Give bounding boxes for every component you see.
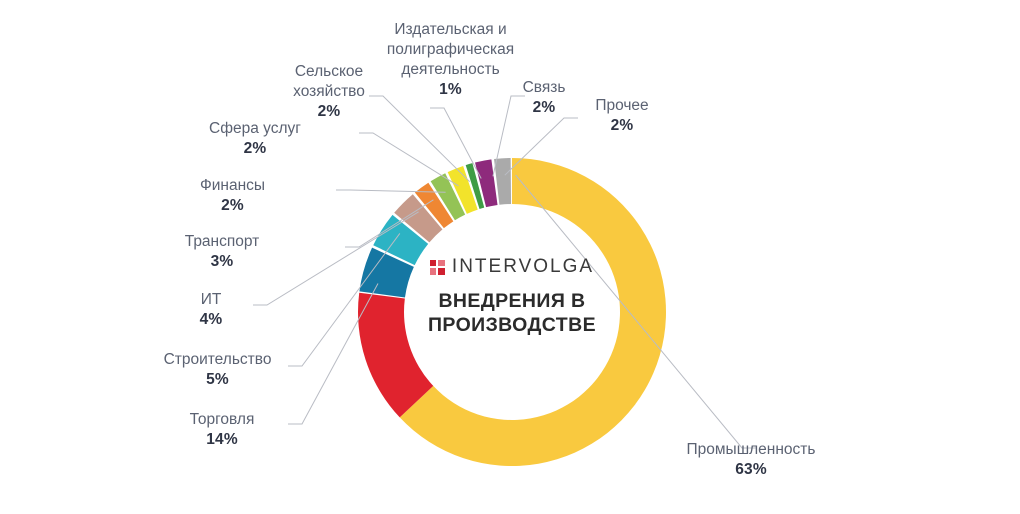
label-construction: Строительство 5% xyxy=(163,351,272,389)
donut-slice[interactable] xyxy=(359,247,414,298)
leader-line xyxy=(515,174,756,449)
leader-line xyxy=(492,95,525,177)
leader-line xyxy=(504,117,578,176)
brand-lockup: INTERVOLGA xyxy=(382,256,642,278)
label-it: ИТ 4% xyxy=(199,291,223,329)
donut-slice[interactable] xyxy=(373,214,429,266)
label-finance: Финансы 2% xyxy=(199,177,266,215)
label-trade: Торговля 14% xyxy=(189,411,255,449)
label-services: Сфера услуг 2% xyxy=(209,120,301,158)
leader-line xyxy=(288,233,401,367)
donut-slice[interactable] xyxy=(399,158,666,466)
leader-lines xyxy=(253,95,756,449)
label-publishing: Издательская и полиграфическая деятельно… xyxy=(386,21,515,99)
chart-title: ВНЕДРЕНИЯ В ПРОИЗВОДСТВЕ xyxy=(428,290,596,336)
donut-slice[interactable] xyxy=(447,165,478,214)
leader-line xyxy=(430,107,482,179)
brand-wordmark: INTERVOLGA xyxy=(451,256,595,277)
leader-line xyxy=(369,95,471,183)
leader-line xyxy=(345,199,434,248)
label-industry: Промышленность 63% xyxy=(686,441,816,479)
donut-slice[interactable] xyxy=(414,182,454,229)
chart-center-block: INTERVOLGA ВНЕДРЕНИЯ В ПРОИЗВОДСТВЕ xyxy=(382,256,642,338)
leader-line xyxy=(336,189,446,193)
donut-slice[interactable] xyxy=(475,159,498,208)
donut-slice[interactable] xyxy=(494,158,512,205)
label-other: Прочее 2% xyxy=(595,97,649,135)
donut-segments xyxy=(357,158,666,466)
donut-slice[interactable] xyxy=(357,292,434,418)
leader-line xyxy=(288,283,379,425)
leader-line xyxy=(359,132,459,187)
donut-slice[interactable] xyxy=(465,163,485,209)
label-comms: Связь 2% xyxy=(522,79,566,117)
label-transport: Транспорт 3% xyxy=(184,233,260,271)
donut-slice[interactable] xyxy=(430,173,466,221)
intervolga-grid-logo-icon xyxy=(429,259,445,275)
leader-line xyxy=(253,211,419,306)
donut-slice[interactable] xyxy=(394,194,443,243)
label-agriculture: Сельское хозяйство 2% xyxy=(293,63,365,121)
